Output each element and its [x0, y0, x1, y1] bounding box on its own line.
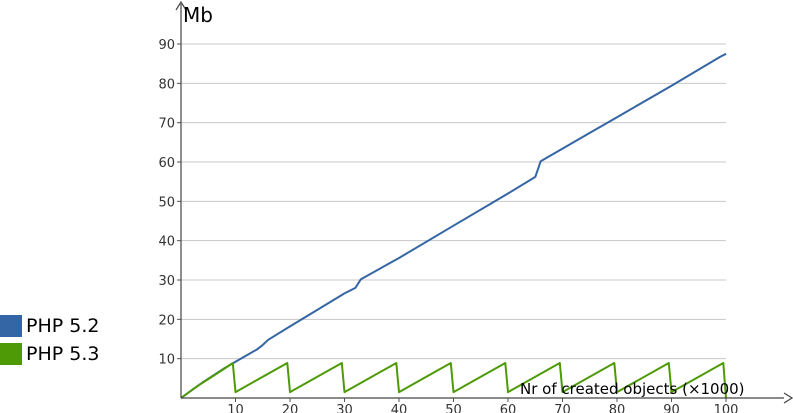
y-tick-label-50: 50	[158, 195, 175, 210]
y-tick-label-90: 90	[158, 38, 175, 53]
y-axis-arrow	[175, 0, 187, 11]
x-tick-label-70: 70	[554, 403, 571, 413]
axes	[175, 0, 793, 404]
series-lines	[180, 52, 727, 399]
x-tick-label-20: 20	[282, 403, 299, 413]
series-line-php-5-2	[180, 52, 727, 399]
y-axis-title: Mb	[183, 3, 213, 27]
y-tick-label-20: 20	[158, 313, 175, 328]
x-tick-label-80: 80	[609, 403, 626, 413]
x-axis-title: Nr of created objects (×1000)	[520, 380, 745, 398]
tick-labels: 10 20 30 40 50 60 70 80 90 10 20 30 40 50 60 70 80 90 100	[158, 38, 738, 413]
x-tick-label-10: 10	[227, 403, 244, 413]
y-tick-label-80: 80	[158, 77, 175, 92]
x-tick-label-60: 60	[500, 403, 517, 413]
y-tick-label-10: 10	[158, 353, 175, 368]
legend-item-php52: PHP 5.2	[0, 312, 99, 340]
legend-label-php52: PHP 5.2	[26, 315, 100, 337]
y-tick-label-30: 30	[158, 274, 175, 289]
legend-swatch-php53	[0, 343, 22, 365]
x-tick-label-50: 50	[445, 403, 462, 413]
series-line-php-5-3	[180, 362, 727, 399]
y-tick-label-70: 70	[158, 117, 175, 132]
x-tick-label-40: 40	[391, 403, 408, 413]
grid-lines	[181, 43, 726, 360]
x-tick-label-90: 90	[663, 403, 680, 413]
legend: PHP 5.2 PHP 5.3	[0, 312, 99, 368]
y-tick-label-40: 40	[158, 235, 175, 250]
x-tick-label-30: 30	[336, 403, 353, 413]
legend-label-php53: PHP 5.3	[26, 343, 100, 365]
legend-swatch-php52	[0, 315, 22, 337]
x-tick-label-100: 100	[714, 403, 739, 413]
x-axis-arrow	[783, 392, 793, 404]
legend-item-php53: PHP 5.3	[0, 340, 99, 368]
y-tick-label-60: 60	[158, 156, 175, 171]
